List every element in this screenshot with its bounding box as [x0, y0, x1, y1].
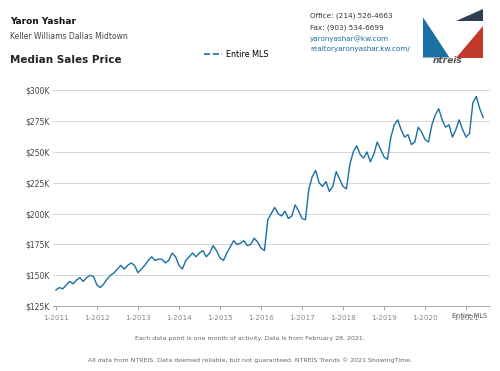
Text: Office: (214) 526-4663: Office: (214) 526-4663 — [310, 13, 392, 20]
Text: Yaron Yashar: Yaron Yashar — [10, 17, 76, 26]
Polygon shape — [456, 9, 482, 22]
Text: All data from NTREIS. Data deemed reliable, but not guaranteed. NTREIS Trends © : All data from NTREIS. Data deemed reliab… — [88, 357, 412, 362]
Text: realtoryaronyashar.kw.com/: realtoryaronyashar.kw.com/ — [310, 46, 410, 52]
Text: Median Sales Price: Median Sales Price — [10, 55, 122, 65]
Legend: Entire MLS: Entire MLS — [201, 47, 272, 62]
Text: Keller Williams Dallas Midtown: Keller Williams Dallas Midtown — [10, 32, 128, 40]
Polygon shape — [422, 16, 450, 58]
Text: yaronyashar@kw.com: yaronyashar@kw.com — [310, 35, 389, 42]
Text: Each data point is one month of activity. Data is from February 28, 2021.: Each data point is one month of activity… — [135, 336, 365, 341]
Polygon shape — [456, 26, 482, 58]
Text: Entire MLS: Entire MLS — [452, 313, 488, 319]
Text: Fax: (903) 534-6699: Fax: (903) 534-6699 — [310, 24, 384, 31]
Text: ntreis: ntreis — [432, 56, 462, 65]
